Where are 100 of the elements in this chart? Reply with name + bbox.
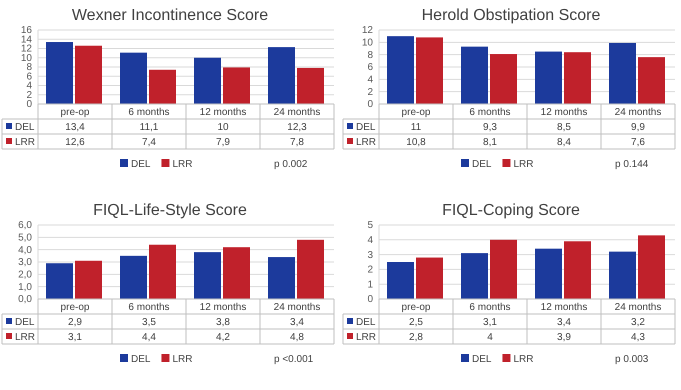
text: DEL (472, 354, 492, 365)
data-label: 8,1 (483, 137, 498, 148)
data-label: 2,9 (68, 317, 82, 328)
x-tick-label: 12 months (540, 302, 588, 313)
bar (46, 42, 73, 104)
data-label: 11 (410, 122, 422, 133)
y-tick-label: 6 (367, 62, 374, 74)
bar (416, 37, 443, 104)
chart-title: Wexner Incontinence Score (72, 7, 268, 24)
text: p 0.002 (274, 159, 308, 170)
y-tick-label: 4 (367, 235, 374, 246)
data-label: 8,5 (557, 122, 572, 133)
text: LRR (172, 354, 192, 365)
y-tick-label: 10 (20, 52, 32, 64)
bar (387, 36, 414, 104)
y-tick-label: 6 (26, 71, 32, 82)
data-label: 3,8 (216, 317, 230, 328)
x-tick-label: 24 months (614, 302, 662, 313)
data-label: 3,1 (68, 332, 82, 343)
data-label: 3,1 (483, 317, 498, 328)
text: p 0.003 (615, 354, 649, 365)
x-tick-label: pre-op (402, 302, 431, 313)
bar (535, 248, 562, 299)
data-label: 2,5 (409, 317, 424, 328)
y-tick-label: 14 (20, 34, 32, 46)
data-label: 3,4 (290, 317, 304, 328)
data-label: 13,4 (65, 122, 86, 133)
bar (564, 241, 591, 299)
text: LRR (172, 159, 192, 170)
y-tick-label: 6,0 (18, 220, 32, 232)
bar (149, 244, 176, 299)
x-tick-label: pre-op (60, 302, 90, 313)
y-tick-label: 3 (367, 250, 374, 261)
data-label: 3,4 (557, 317, 572, 328)
y-tick-label: 0 (26, 99, 32, 110)
data-label: 3,5 (142, 317, 156, 328)
data-label: 4 (487, 332, 494, 343)
bar (609, 42, 636, 104)
bar (490, 54, 517, 104)
data-label: 3,9 (557, 332, 572, 343)
bar (268, 257, 295, 299)
x-tick-label: 6 months (128, 107, 170, 118)
bar (564, 52, 591, 104)
bar (638, 235, 665, 299)
y-tick-label: 12 (362, 25, 374, 36)
y-tick-label: 2 (26, 90, 32, 101)
y-tick-label: 2 (367, 264, 374, 276)
y-tick-label: 0 (367, 99, 374, 110)
y-tick-label: 3,0 (18, 257, 32, 268)
data-label: 3,2 (631, 317, 646, 328)
bar (638, 57, 665, 104)
bar (461, 253, 488, 299)
y-tick-label: 1 (367, 279, 374, 290)
bar (490, 240, 517, 299)
bar (194, 58, 221, 104)
bar (149, 70, 176, 104)
bar (387, 262, 414, 299)
data-label: 4,2 (216, 332, 230, 343)
bar (46, 263, 73, 299)
y-tick-label: 0 (367, 294, 374, 306)
data-label: 7,6 (631, 137, 646, 148)
y-tick-label: 10 (362, 38, 374, 49)
bar (416, 258, 443, 299)
y-tick-label: 2 (367, 86, 374, 98)
legend-label: LRR (15, 137, 36, 148)
x-tick-label: 6 months (469, 107, 511, 118)
x-tick-label: 6 months (128, 302, 170, 313)
text: DEL (131, 159, 150, 170)
x-tick-label: 24 months (274, 302, 320, 313)
legend-label: DEL (356, 122, 376, 133)
bar (268, 47, 295, 104)
legend-label: LRR (356, 332, 376, 343)
bar (223, 247, 250, 299)
data-label: 7,4 (142, 137, 156, 148)
data-label: 10 (217, 122, 229, 133)
data-label: 11,1 (140, 122, 159, 133)
legend-label: DEL (356, 317, 376, 328)
y-tick-label: 2,0 (18, 270, 32, 281)
bar (120, 52, 147, 104)
chart-title: FIQL-Life-Style Score (93, 202, 248, 219)
bar (194, 252, 221, 299)
legend-label: LRR (356, 137, 376, 148)
data-label: 4,8 (290, 332, 304, 343)
bar (75, 260, 102, 299)
x-tick-label: pre-op (60, 107, 90, 118)
text: LRR (513, 354, 534, 365)
data-label: 12,3 (287, 122, 308, 133)
bar (609, 252, 636, 299)
bar (223, 67, 250, 104)
data-label: 4,3 (631, 332, 646, 343)
data-label: 7,8 (290, 137, 304, 148)
y-tick-label: 4 (26, 80, 32, 92)
x-tick-label: 12 months (540, 107, 588, 118)
data-label: 4,4 (142, 332, 156, 343)
x-tick-label: 6 months (469, 302, 511, 313)
text: DEL (472, 159, 492, 170)
data-label: 7,9 (216, 137, 230, 148)
y-tick-label: 12 (20, 44, 32, 55)
bar (461, 46, 488, 104)
data-label: 9,3 (483, 122, 498, 133)
